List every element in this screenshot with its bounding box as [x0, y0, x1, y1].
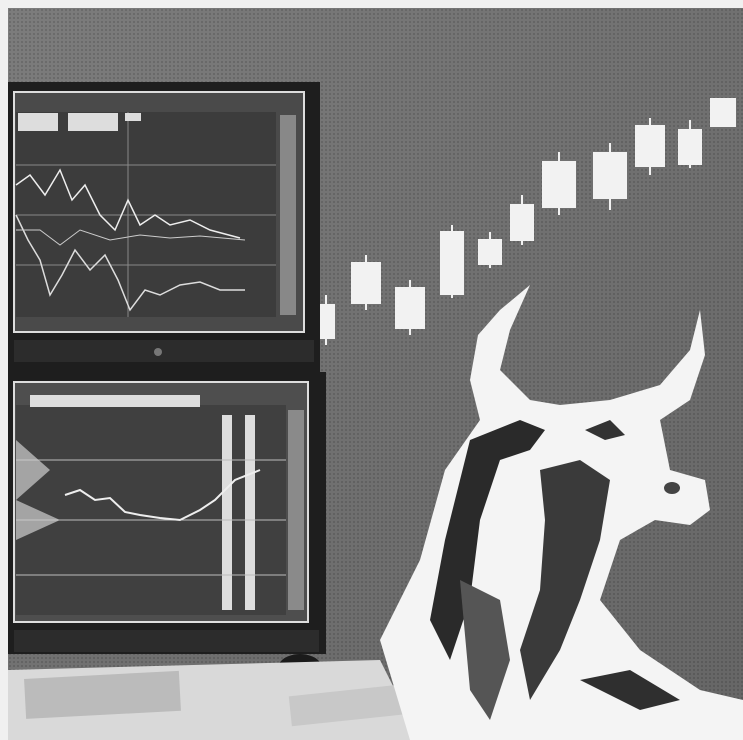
- border: [0, 0, 743, 8]
- bull: [380, 285, 743, 740]
- candlesticks: [317, 98, 736, 345]
- lower-monitor: [8, 372, 326, 682]
- upper-monitor: [8, 82, 320, 372]
- paper: [288, 683, 412, 727]
- border: [0, 0, 8, 740]
- paper: [24, 670, 181, 719]
